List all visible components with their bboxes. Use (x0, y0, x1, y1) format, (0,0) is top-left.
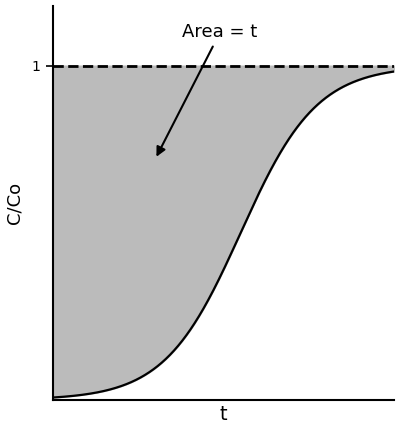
Text: Area = t: Area = t (158, 23, 258, 155)
Y-axis label: C/Co: C/Co (6, 181, 24, 224)
X-axis label: t: t (220, 405, 227, 424)
